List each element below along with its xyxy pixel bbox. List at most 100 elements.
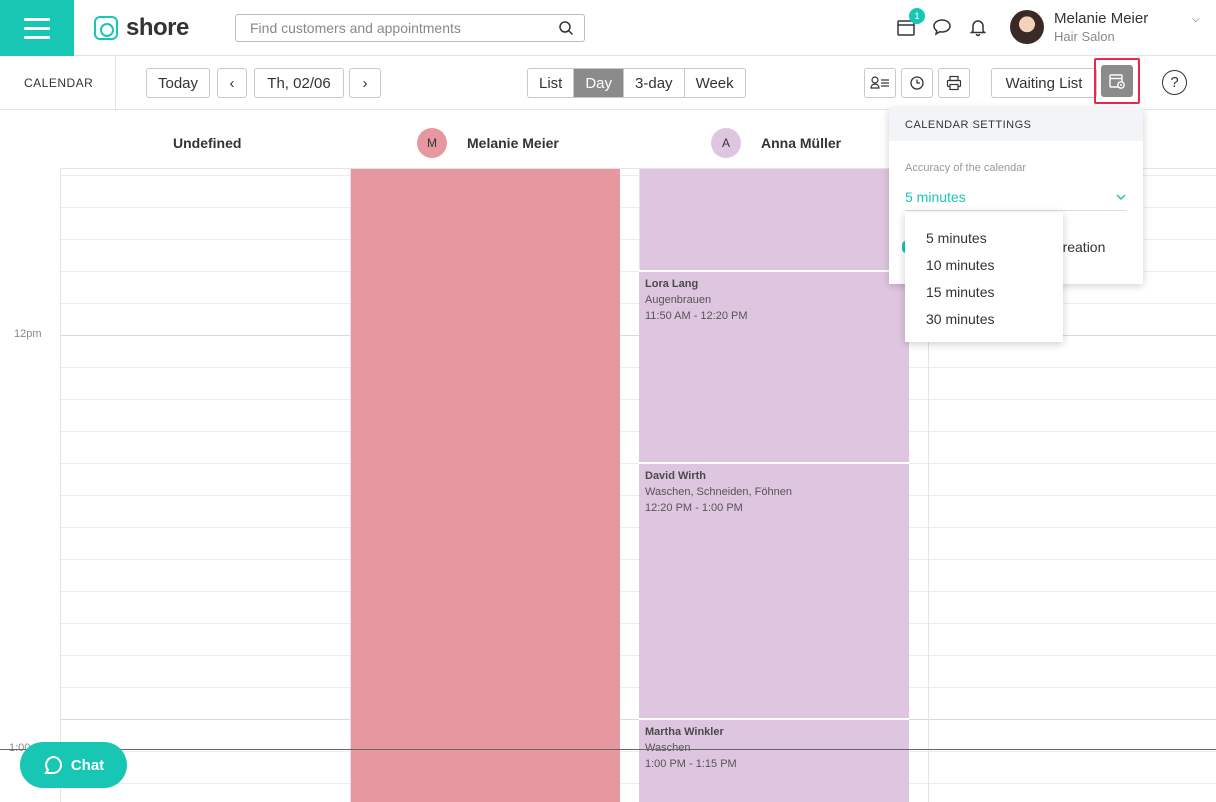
chat-bubble-icon xyxy=(933,19,951,36)
view-list-tab[interactable]: List xyxy=(528,69,575,97)
employee-avatar: M xyxy=(417,128,447,158)
column-name: Undefined xyxy=(173,135,242,151)
grid-line xyxy=(61,239,1216,240)
notification-badge: 1 xyxy=(909,8,925,24)
grid-line xyxy=(61,303,1216,304)
grid-line xyxy=(61,463,1216,464)
column-header-anna: A Anna Müller xyxy=(711,128,841,158)
appointment-service: Waschen xyxy=(645,742,691,754)
column-name: Melanie Meier xyxy=(467,135,559,151)
next-day-button[interactable]: › xyxy=(349,68,381,98)
bell-icon xyxy=(969,20,987,37)
column-name: Anna Müller xyxy=(761,135,842,151)
logo-icon xyxy=(94,16,118,40)
appointment-card[interactable]: Martha Winkler Waschen 1:00 PM - 1:15 PM xyxy=(639,718,909,802)
prev-day-button[interactable]: ‹ xyxy=(217,68,247,98)
logo-text: shore xyxy=(126,14,189,41)
section-label: CALENDAR xyxy=(0,56,116,109)
search-icon[interactable] xyxy=(558,20,574,36)
appointment-customer: Martha Winkler xyxy=(645,726,724,738)
calendar-grid[interactable]: Lora Lang Augenbrauen 11:50 AM - 12:20 P… xyxy=(60,168,1216,802)
user-role: Hair Salon xyxy=(1054,29,1115,44)
user-menu[interactable]: Melanie Meier Hair Salon xyxy=(1010,10,1148,44)
waiting-list-button[interactable]: Waiting List xyxy=(991,68,1097,98)
date-picker-button[interactable]: Th, 02/06 xyxy=(254,68,344,98)
anna-appointment-block[interactable] xyxy=(639,169,909,270)
appointment-customer: Lora Lang xyxy=(645,278,699,290)
current-time-line xyxy=(0,749,1216,750)
grid-line xyxy=(61,687,1216,688)
user-info: Melanie Meier Hair Salon xyxy=(1054,10,1148,44)
grid-line xyxy=(61,399,1216,400)
messages-button[interactable] xyxy=(931,14,953,40)
customer-list-button[interactable] xyxy=(864,68,896,98)
chevron-down-icon[interactable]: ⌵ xyxy=(1192,14,1200,25)
column-divider xyxy=(350,169,351,802)
accuracy-option-10[interactable]: 10 minutes xyxy=(926,256,995,273)
grid-line xyxy=(61,207,1216,208)
grid-line xyxy=(61,335,1216,336)
appointment-card[interactable]: Lora Lang Augenbrauen 11:50 AM - 12:20 P… xyxy=(639,270,909,463)
print-button[interactable] xyxy=(938,68,970,98)
calendar-settings-icon xyxy=(1109,74,1125,89)
grid-line xyxy=(61,719,1216,720)
search-input[interactable] xyxy=(236,15,546,41)
menu-icon-bar xyxy=(24,26,50,30)
grid-line xyxy=(61,655,1216,656)
appointment-time: 12:20 PM - 1:00 PM xyxy=(645,502,743,514)
grid-line xyxy=(61,591,1216,592)
grid-line xyxy=(61,495,1216,496)
accuracy-option-15[interactable]: 15 minutes xyxy=(926,283,995,300)
appointment-service: Waschen, Schneiden, Föhnen xyxy=(645,486,792,498)
grid-line xyxy=(61,527,1216,528)
appointment-card[interactable]: David Wirth Waschen, Schneiden, Föhnen 1… xyxy=(639,462,909,719)
chevron-down-icon xyxy=(1116,193,1126,200)
grid-line xyxy=(61,271,1216,272)
printer-icon xyxy=(946,75,962,91)
column-header-melanie: M Melanie Meier xyxy=(417,128,559,158)
view-3day-tab[interactable]: 3-day xyxy=(624,69,685,97)
grid-line xyxy=(61,623,1216,624)
accuracy-select[interactable]: 5 minutes xyxy=(905,183,1127,211)
view-week-tab[interactable]: Week xyxy=(695,74,734,92)
settings-highlight-frame xyxy=(1094,58,1140,104)
opening-hours-button[interactable] xyxy=(901,68,933,98)
accuracy-option-5[interactable]: 5 minutes xyxy=(926,229,987,246)
menu-button[interactable] xyxy=(0,0,74,56)
top-bar: shore 1 Melanie Meier Hair Salon ⌵ xyxy=(0,0,1216,56)
grid-line xyxy=(61,431,1216,432)
clock-icon xyxy=(910,76,924,90)
view-switcher: List Day 3-day Week xyxy=(527,68,746,98)
today-button[interactable]: Today xyxy=(146,68,210,98)
calendar-settings-button[interactable] xyxy=(1101,65,1133,97)
accuracy-dropdown: 5 minutes 10 minutes 15 minutes 30 minut… xyxy=(905,212,1063,342)
appointment-time: 1:00 PM - 1:15 PM xyxy=(645,758,737,770)
grid-line xyxy=(61,783,1216,784)
search-box[interactable] xyxy=(235,14,585,42)
chat-icon xyxy=(43,755,62,774)
melanie-blocked-time[interactable] xyxy=(350,169,620,802)
view-day-tab[interactable]: Day xyxy=(574,69,625,97)
customer-list-icon xyxy=(870,76,889,89)
chat-button[interactable]: Chat xyxy=(20,742,127,788)
chat-label: Chat xyxy=(70,756,105,774)
notifications-button[interactable] xyxy=(967,14,989,40)
top-icons: 1 xyxy=(895,8,989,40)
grid-line xyxy=(61,751,1216,752)
calendar-toolbar: CALENDAR Today ‹ Th, 02/06 › List Day 3-… xyxy=(0,56,1216,110)
column-header-undefined: Undefined xyxy=(173,128,241,158)
employee-avatar: A xyxy=(711,128,741,158)
grid-line xyxy=(61,559,1216,560)
help-button[interactable]: ? xyxy=(1162,70,1187,95)
appointment-service: Augenbrauen xyxy=(645,294,712,306)
calendar-notifications-button[interactable]: 1 xyxy=(895,8,925,40)
accuracy-option-30[interactable]: 30 minutes xyxy=(926,310,995,327)
appointment-time: 11:50 AM - 12:20 PM xyxy=(645,310,748,322)
appointment-customer: David Wirth xyxy=(645,470,707,482)
calendar-icon xyxy=(897,20,915,36)
time-label-noon: 12pm xyxy=(14,328,42,340)
logo[interactable]: shore xyxy=(94,14,189,42)
user-avatar xyxy=(1010,10,1044,44)
grid-line xyxy=(61,175,1216,176)
menu-icon-bar xyxy=(24,17,50,21)
